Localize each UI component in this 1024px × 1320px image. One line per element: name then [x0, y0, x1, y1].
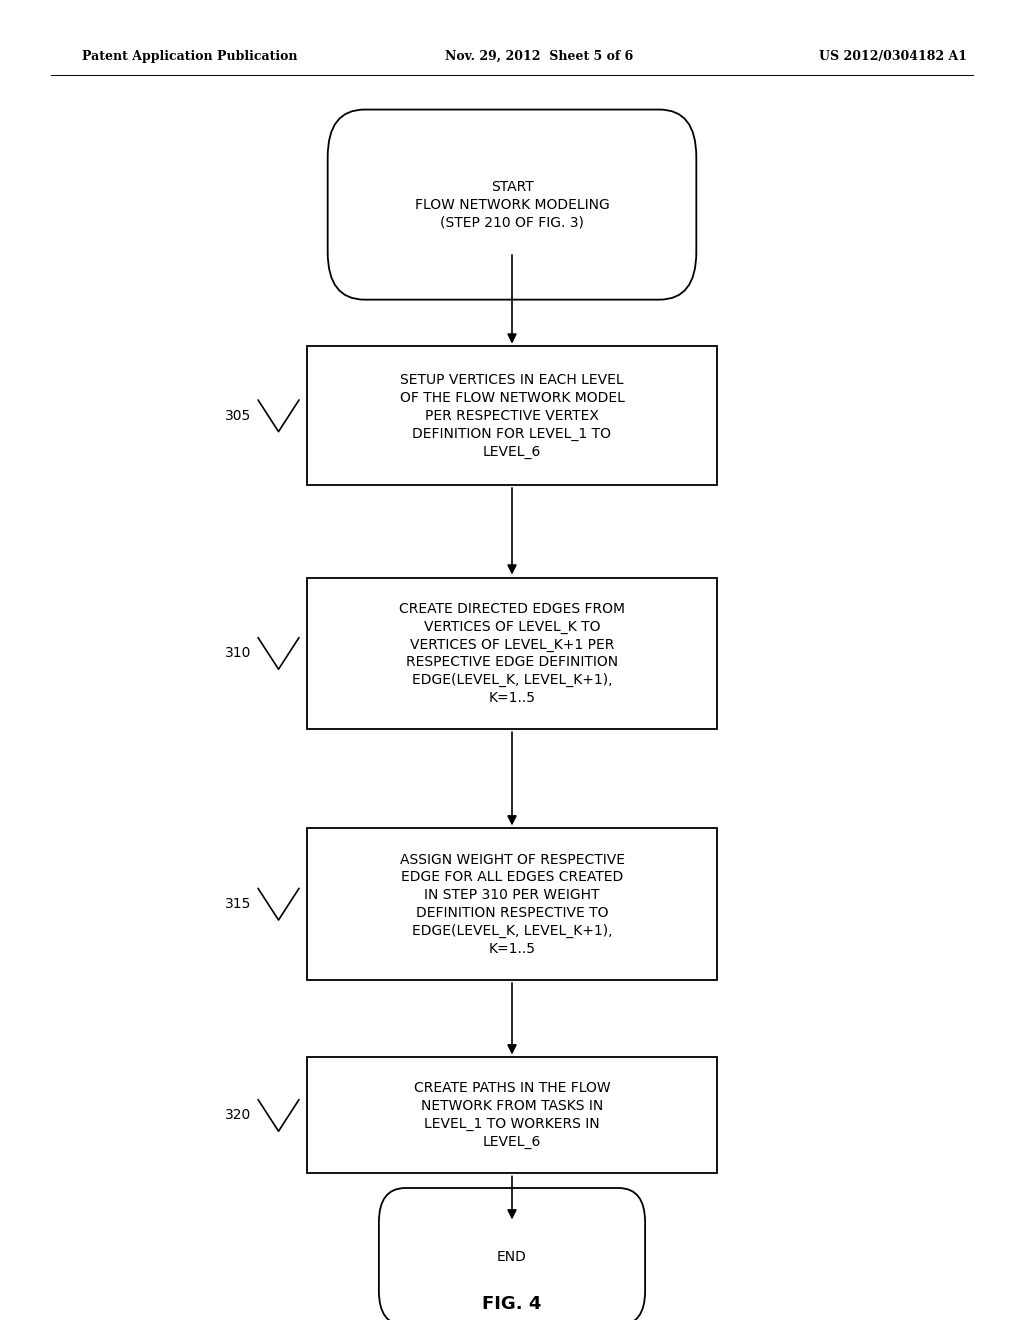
Text: US 2012/0304182 A1: US 2012/0304182 A1: [819, 50, 968, 63]
Text: START
FLOW NETWORK MODELING
(STEP 210 OF FIG. 3): START FLOW NETWORK MODELING (STEP 210 OF…: [415, 180, 609, 230]
Bar: [307, 346, 717, 484]
Bar: [307, 578, 717, 729]
FancyBboxPatch shape: [328, 110, 696, 300]
Text: Patent Application Publication: Patent Application Publication: [82, 50, 297, 63]
Text: CREATE DIRECTED EDGES FROM
VERTICES OF LEVEL_K TO
VERTICES OF LEVEL_K+1 PER
RESP: CREATE DIRECTED EDGES FROM VERTICES OF L…: [399, 602, 625, 705]
Bar: [307, 1057, 717, 1173]
Text: CREATE PATHS IN THE FLOW
NETWORK FROM TASKS IN
LEVEL_1 TO WORKERS IN
LEVEL_6: CREATE PATHS IN THE FLOW NETWORK FROM TA…: [414, 1081, 610, 1150]
Text: 305: 305: [224, 409, 251, 422]
Text: SETUP VERTICES IN EACH LEVEL
OF THE FLOW NETWORK MODEL
PER RESPECTIVE VERTEX
DEF: SETUP VERTICES IN EACH LEVEL OF THE FLOW…: [399, 374, 625, 458]
Text: END: END: [497, 1250, 527, 1263]
Text: Nov. 29, 2012  Sheet 5 of 6: Nov. 29, 2012 Sheet 5 of 6: [445, 50, 634, 63]
Text: 315: 315: [224, 898, 251, 911]
Text: ASSIGN WEIGHT OF RESPECTIVE
EDGE FOR ALL EDGES CREATED
IN STEP 310 PER WEIGHT
DE: ASSIGN WEIGHT OF RESPECTIVE EDGE FOR ALL…: [399, 853, 625, 956]
Text: FIG. 4: FIG. 4: [482, 1295, 542, 1313]
FancyBboxPatch shape: [379, 1188, 645, 1320]
Text: 320: 320: [224, 1109, 251, 1122]
Bar: [307, 829, 717, 979]
Text: 310: 310: [224, 647, 251, 660]
